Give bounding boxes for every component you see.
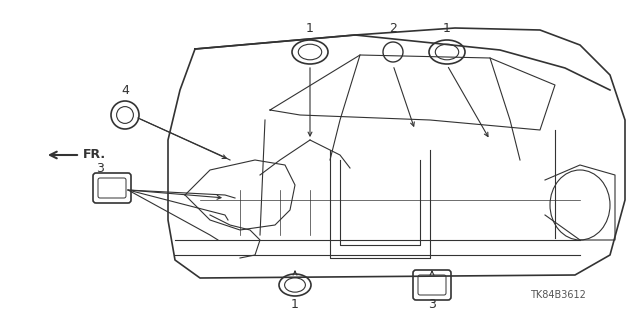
Text: 4: 4 — [121, 84, 129, 97]
Text: FR.: FR. — [83, 149, 106, 161]
Text: TK84B3612: TK84B3612 — [530, 290, 586, 300]
Text: 3: 3 — [96, 161, 104, 174]
Text: 1: 1 — [443, 21, 451, 34]
Text: 1: 1 — [291, 299, 299, 311]
Text: 3: 3 — [428, 299, 436, 311]
Text: 2: 2 — [389, 21, 397, 34]
Text: 1: 1 — [306, 21, 314, 34]
